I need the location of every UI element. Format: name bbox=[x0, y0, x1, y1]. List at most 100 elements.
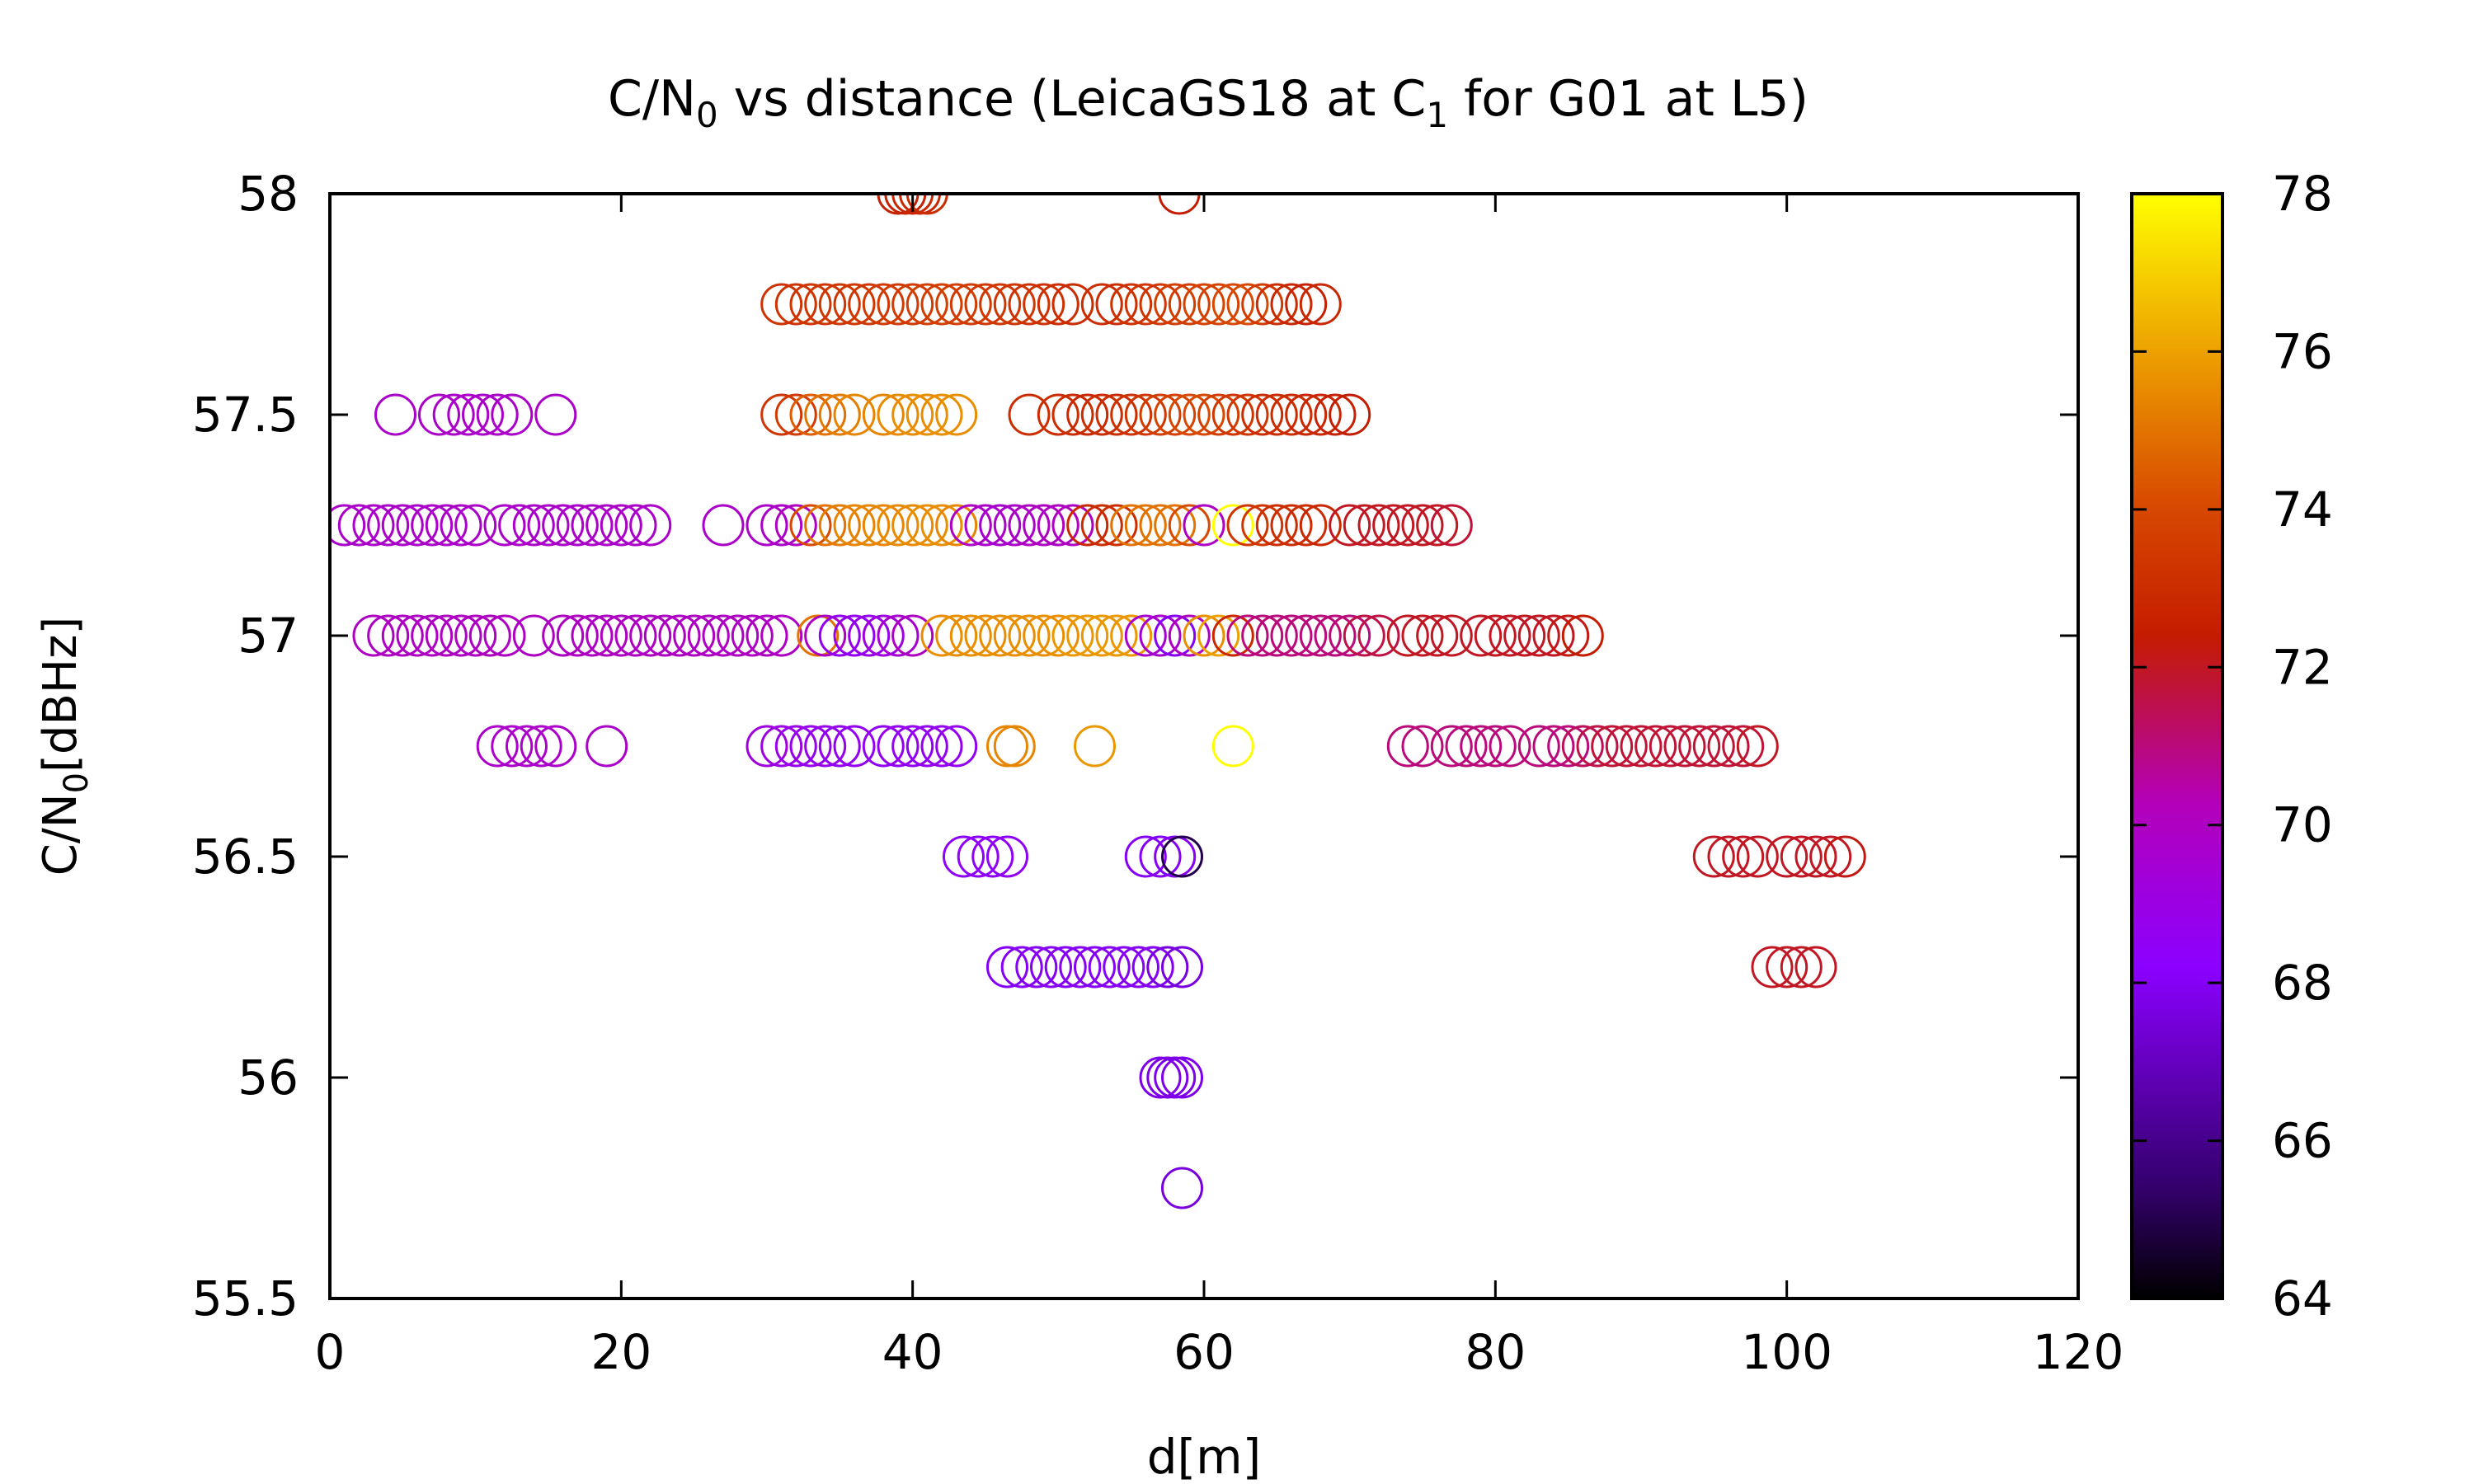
data-point bbox=[993, 283, 1036, 326]
data-point bbox=[804, 283, 847, 326]
data-point bbox=[1722, 835, 1765, 878]
data-point bbox=[1329, 504, 1371, 547]
data-point bbox=[586, 725, 628, 768]
data-point bbox=[1030, 946, 1072, 989]
data-point bbox=[848, 504, 891, 547]
data-point bbox=[411, 504, 454, 547]
data-point bbox=[673, 614, 716, 657]
data-point bbox=[629, 504, 672, 547]
data-point bbox=[1401, 614, 1444, 657]
data-point bbox=[1357, 504, 1400, 547]
data-point bbox=[833, 283, 876, 326]
data-point bbox=[943, 835, 985, 878]
data-point bbox=[1066, 614, 1109, 657]
data-point bbox=[367, 504, 410, 547]
data-point bbox=[600, 614, 642, 657]
x-axis-label: d[m] bbox=[1147, 1429, 1262, 1484]
data-point bbox=[1401, 504, 1444, 547]
y-tick-label: 58 bbox=[238, 166, 299, 222]
data-point bbox=[1103, 946, 1145, 989]
data-point bbox=[1416, 504, 1459, 547]
data-point bbox=[760, 614, 803, 657]
y-tick-label: 56 bbox=[238, 1050, 299, 1106]
data-point bbox=[571, 614, 614, 657]
data-point bbox=[1066, 393, 1109, 436]
data-point bbox=[1285, 393, 1328, 436]
data-point bbox=[935, 393, 978, 436]
data-point bbox=[833, 393, 876, 436]
data-point bbox=[1270, 283, 1313, 326]
data-point bbox=[1416, 614, 1459, 657]
data-point bbox=[352, 504, 395, 547]
data-point bbox=[891, 725, 934, 768]
data-point bbox=[1183, 504, 1225, 547]
data-point bbox=[476, 725, 519, 768]
data-point bbox=[877, 194, 920, 215]
data-point bbox=[1386, 725, 1429, 768]
x-tick-label: 80 bbox=[1465, 1324, 1526, 1380]
data-point bbox=[986, 835, 1028, 878]
data-point bbox=[1241, 504, 1284, 547]
data-point bbox=[381, 614, 424, 657]
data-point bbox=[1037, 614, 1079, 657]
data-point bbox=[1117, 946, 1159, 989]
data-point bbox=[1634, 725, 1677, 768]
colorbar-tick-label: 64 bbox=[2272, 1270, 2333, 1327]
data-point bbox=[1211, 725, 1254, 768]
data-point bbox=[1474, 614, 1517, 657]
data-point bbox=[1270, 614, 1313, 657]
data-point bbox=[971, 835, 1014, 878]
data-point bbox=[1110, 614, 1153, 657]
data-point bbox=[1255, 504, 1298, 547]
data-point bbox=[440, 504, 482, 547]
data-point bbox=[1794, 946, 1837, 989]
data-point bbox=[1226, 393, 1269, 436]
data-point bbox=[498, 504, 541, 547]
x-tick-label: 100 bbox=[1741, 1324, 1832, 1380]
data-point bbox=[454, 614, 497, 657]
data-point bbox=[862, 504, 905, 547]
data-point bbox=[1023, 504, 1065, 547]
data-point bbox=[352, 614, 395, 657]
data-point bbox=[891, 393, 934, 436]
data-point bbox=[1241, 614, 1284, 657]
data-point bbox=[1751, 946, 1794, 989]
data-point bbox=[1532, 614, 1575, 657]
data-point bbox=[1074, 946, 1116, 989]
data-point bbox=[512, 504, 555, 547]
data-point bbox=[1051, 504, 1094, 547]
data-point bbox=[1211, 283, 1254, 326]
data-point bbox=[789, 283, 832, 326]
data-point bbox=[760, 393, 803, 436]
y-tick-label: 56.5 bbox=[192, 829, 299, 885]
data-point bbox=[1270, 504, 1313, 547]
data-point bbox=[1183, 614, 1225, 657]
colorbar-tick-label: 78 bbox=[2272, 166, 2333, 222]
data-point bbox=[1139, 835, 1182, 878]
data-point bbox=[418, 393, 460, 436]
data-point bbox=[1474, 725, 1517, 768]
colorbar-tick-label: 72 bbox=[2272, 639, 2333, 695]
data-point bbox=[1343, 614, 1385, 657]
data-point bbox=[483, 504, 526, 547]
data-point bbox=[1343, 504, 1385, 547]
data-point bbox=[774, 283, 817, 326]
data-point bbox=[949, 283, 992, 326]
y-tick-label: 57.5 bbox=[192, 387, 299, 443]
data-point bbox=[1154, 283, 1197, 326]
data-point bbox=[1037, 393, 1079, 436]
data-point bbox=[1489, 725, 1531, 768]
data-point bbox=[804, 725, 847, 768]
data-point bbox=[877, 393, 920, 436]
data-point bbox=[804, 504, 847, 547]
data-point bbox=[1605, 725, 1648, 768]
data-point bbox=[614, 614, 657, 657]
data-point bbox=[1255, 393, 1298, 436]
data-point bbox=[905, 194, 948, 215]
data-point bbox=[1023, 283, 1065, 326]
data-point bbox=[425, 504, 468, 547]
data-point bbox=[848, 283, 891, 326]
data-point bbox=[920, 393, 963, 436]
data-point bbox=[1460, 725, 1503, 768]
data-point bbox=[432, 393, 475, 436]
